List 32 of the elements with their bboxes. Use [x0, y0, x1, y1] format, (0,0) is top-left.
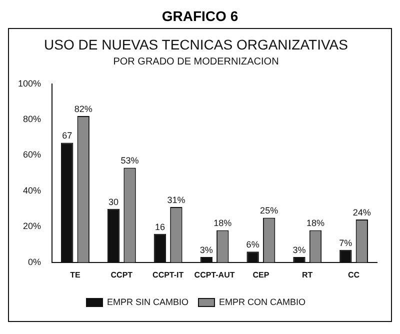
- chart-subtitle: POR GRADO DE MODERNIZACION: [113, 56, 279, 68]
- x-tick-label: CCPT: [110, 270, 133, 280]
- legend-label: EMPR CON CAMBIO: [219, 296, 306, 307]
- data-label: 82%: [74, 104, 92, 114]
- data-label: 18%: [306, 218, 324, 228]
- y-tick-label: 40%: [23, 185, 42, 196]
- data-label: 24%: [352, 208, 371, 218]
- x-tick-label: CC: [348, 270, 360, 280]
- data-label: 18%: [214, 218, 232, 228]
- y-tick-label: 0%: [28, 256, 42, 267]
- data-label: 25%: [260, 206, 278, 216]
- x-tick-label: CEP: [252, 270, 270, 280]
- y-tick-label: 60%: [23, 150, 42, 160]
- chart-title: USO DE NUEVAS TECNICAS ORGANIZATIVAS: [44, 36, 348, 52]
- y-tick-label: 100%: [18, 78, 42, 88]
- y-tick-label: 80%: [23, 114, 42, 124]
- x-tick-label: RT: [302, 270, 313, 280]
- y-tick-label: 20%: [23, 221, 42, 232]
- data-label: 53%: [120, 156, 139, 166]
- x-tick-label: CCPT-AUT: [194, 270, 235, 280]
- data-label: 3%: [292, 245, 306, 256]
- data-label: 30: [108, 196, 119, 207]
- data-label: 3%: [200, 245, 213, 256]
- text: GRAFICO 6: [160, 8, 240, 24]
- x-tick-label: CCPT-IT: [152, 270, 184, 280]
- legend-label: EMPR SIN CAMBIO: [106, 296, 189, 307]
- data-label: 7%: [339, 238, 352, 248]
- data-label: 31%: [167, 195, 186, 206]
- data-label: 16: [154, 222, 165, 232]
- data-label: 67: [62, 130, 72, 141]
- x-tick-label: TE: [70, 270, 81, 280]
- data-label: 6%: [246, 240, 260, 250]
